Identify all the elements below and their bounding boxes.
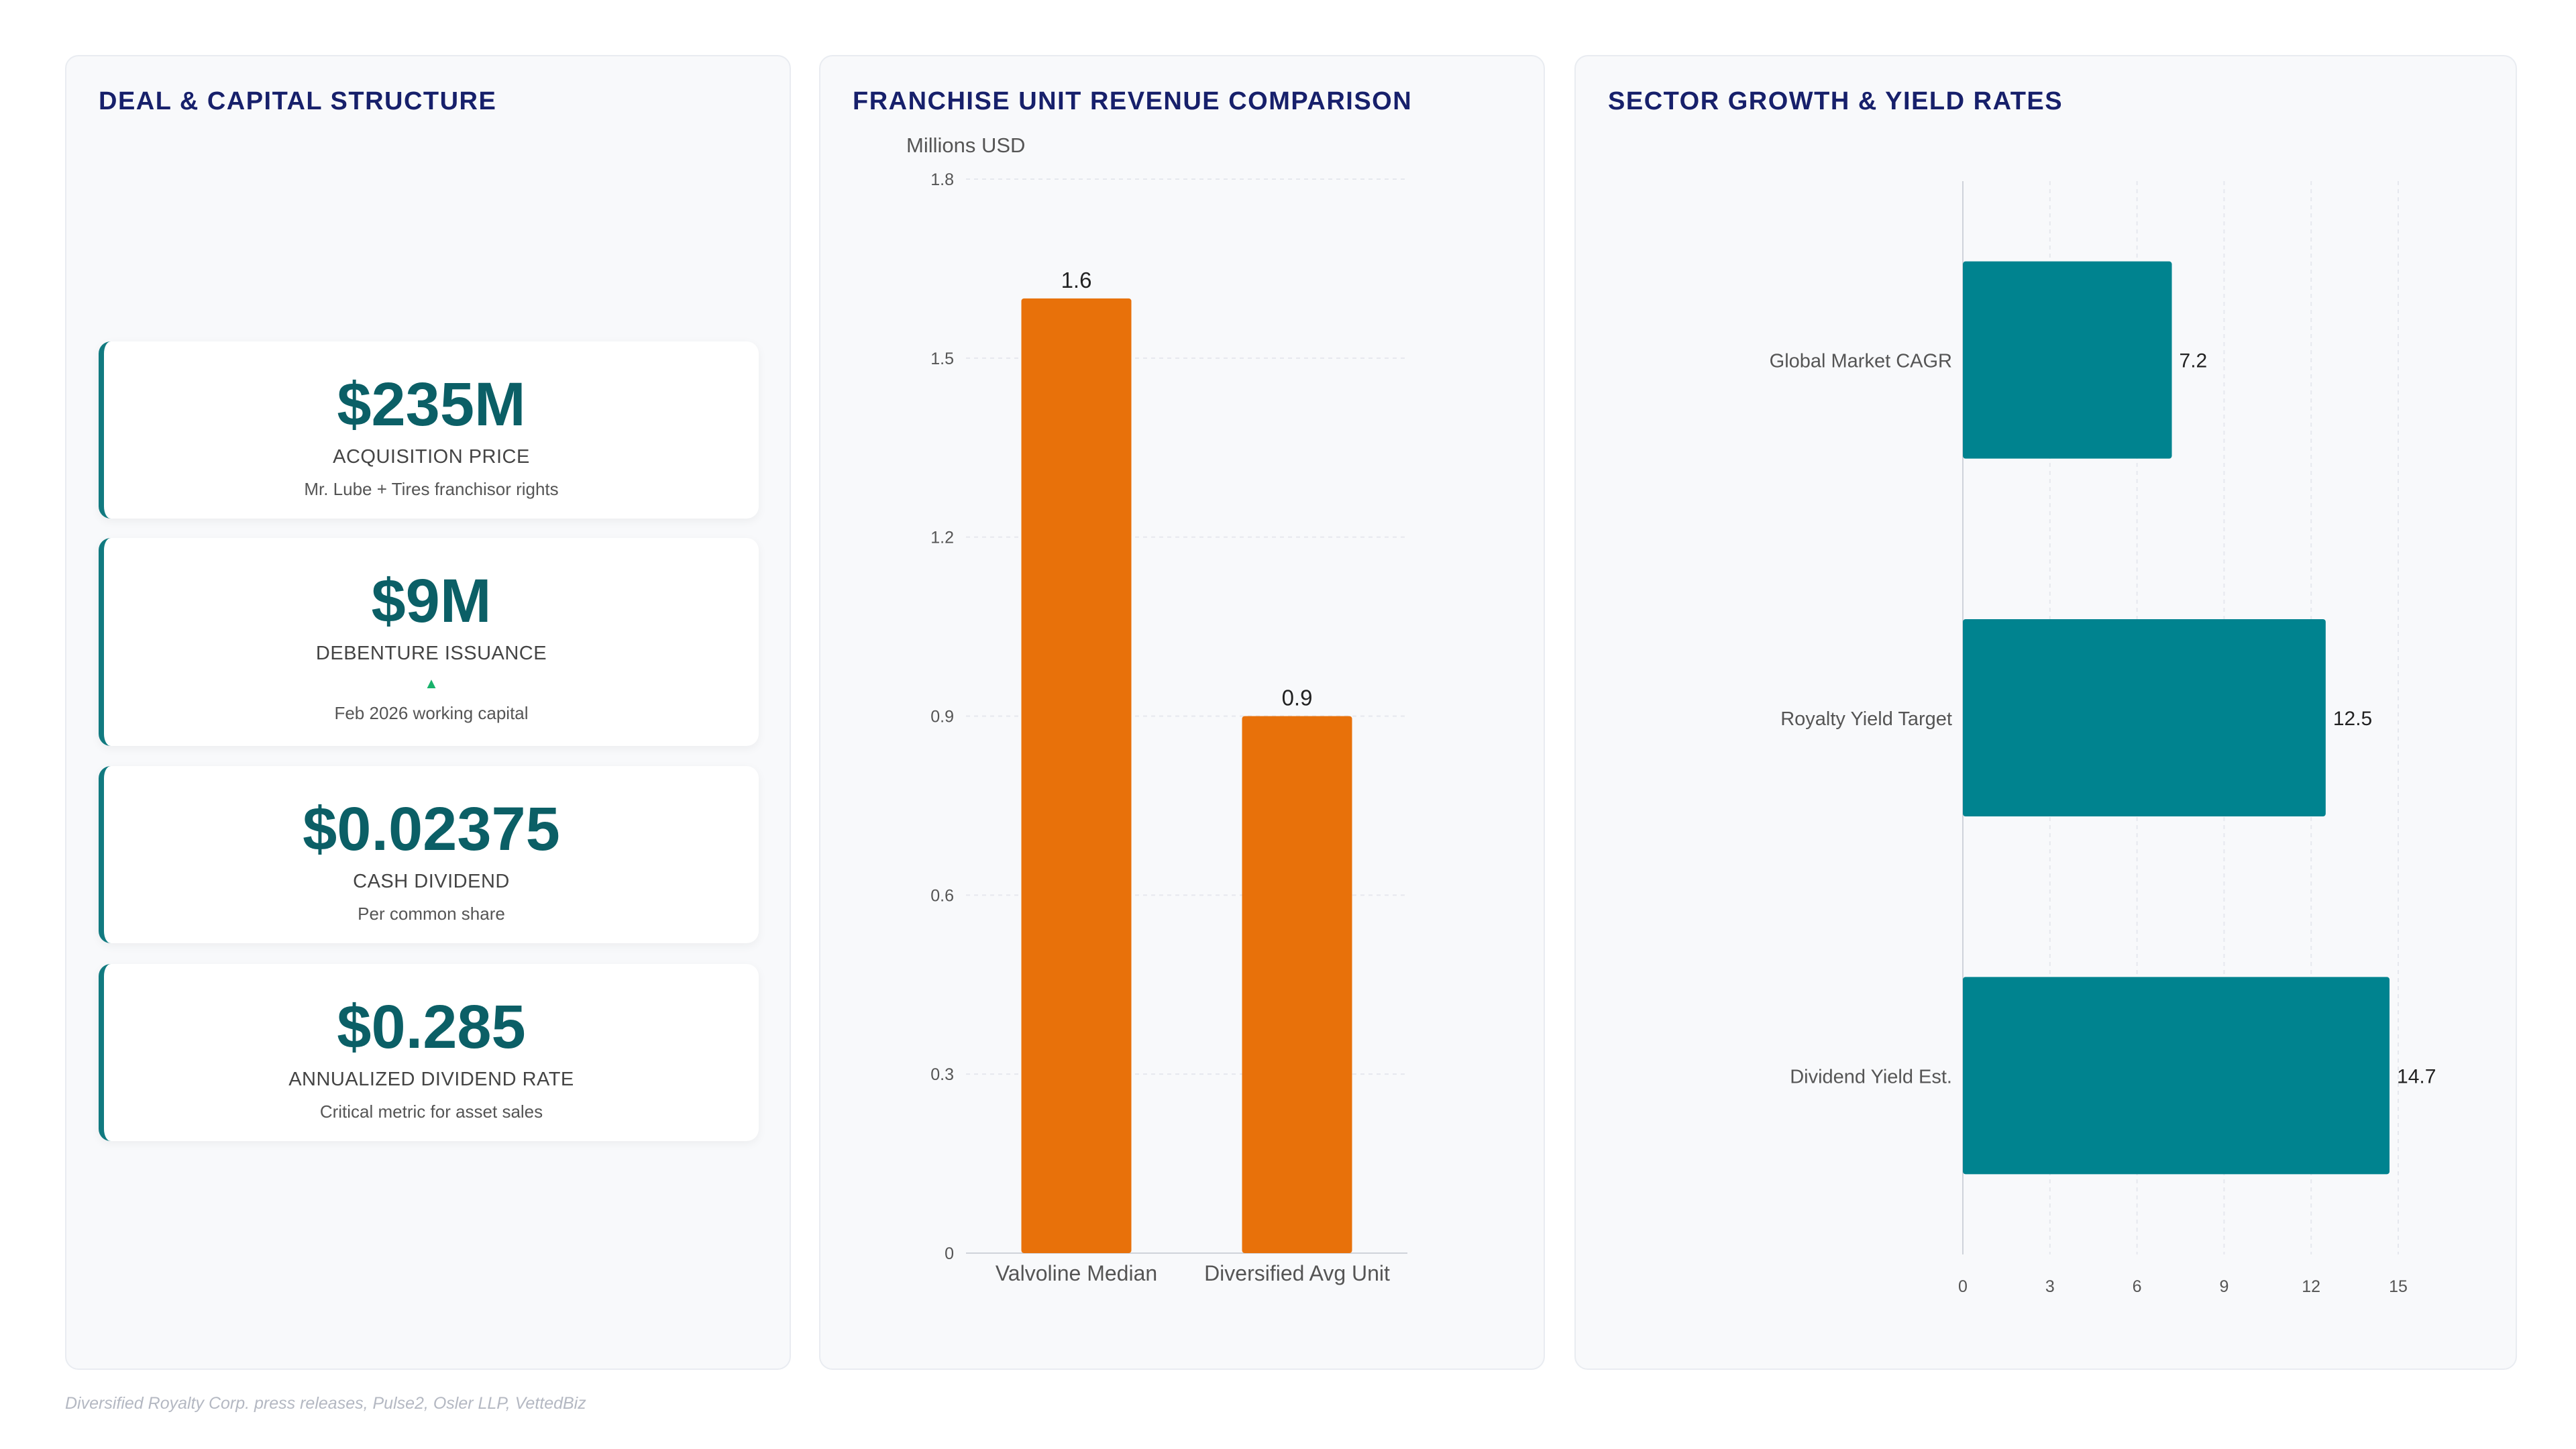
x-tick-label: 3 bbox=[2045, 1277, 2055, 1296]
x-tick-label: Diversified Avg Unit bbox=[1204, 1261, 1390, 1285]
bar bbox=[1242, 716, 1352, 1253]
kpi-value: $0.02375 bbox=[303, 795, 560, 863]
x-tick-label: 6 bbox=[2133, 1277, 2142, 1296]
panel-title: DEAL & CAPITAL STRUCTURE bbox=[99, 87, 497, 115]
bar-value-label: 12.5 bbox=[2333, 708, 2372, 730]
x-tick-label: Valvoline Median bbox=[996, 1261, 1157, 1285]
y-axis-label: Millions USD bbox=[906, 133, 1025, 157]
revenue-bar-chart: Millions USD 0 0.3 0.6 0.9 1.2 1.5 1.8 1.6 Valvo… bbox=[906, 133, 1407, 1285]
kpi-subtext: Feb 2026 working capital bbox=[334, 703, 529, 723]
chart-title: SECTOR GROWTH & YIELD RATES bbox=[1608, 87, 2063, 115]
y-tick-label: Dividend Yield Est. bbox=[1790, 1066, 1952, 1087]
kpi-card-cash-dividend: $0.02375 CASH DIVIDEND Per common share bbox=[99, 766, 759, 943]
y-tick-label: 1.5 bbox=[930, 350, 954, 368]
x-tick-label: 15 bbox=[2389, 1277, 2408, 1296]
trend-up-icon: ▲ bbox=[424, 675, 439, 692]
yield-rates-bar-chart: 0 3 6 9 12 15 7.2 Global Market CAGR 12.5 Royalty… bbox=[1770, 181, 2436, 1296]
kpi-label: ACQUISITION PRICE bbox=[333, 446, 530, 468]
kpi-subtext: Mr. Lube + Tires franchisor rights bbox=[304, 479, 559, 499]
x-tick-label: 0 bbox=[1958, 1277, 1968, 1296]
bar bbox=[1963, 261, 2172, 459]
x-tick-label: 9 bbox=[2219, 1277, 2229, 1296]
y-tick-label: 1.8 bbox=[930, 170, 954, 189]
y-tick-label: Royalty Yield Target bbox=[1780, 708, 1952, 730]
bar bbox=[1021, 298, 1132, 1253]
bar bbox=[1963, 977, 2390, 1175]
source-note: Diversified Royalty Corp. press releases… bbox=[65, 1394, 586, 1413]
y-tick-label: 1.2 bbox=[930, 529, 954, 547]
kpi-value: $235M bbox=[337, 370, 526, 439]
y-tick-label: 0 bbox=[945, 1244, 954, 1263]
bar bbox=[1963, 619, 2326, 816]
kpi-card-annualized-dividend-rate: $0.285 ANNUALIZED DIVIDEND RATE Critical… bbox=[99, 964, 759, 1141]
kpi-value: $9M bbox=[371, 567, 492, 635]
kpi-label: DEBENTURE ISSUANCE bbox=[315, 643, 547, 664]
kpi-label: ANNUALIZED DIVIDEND RATE bbox=[288, 1069, 574, 1090]
kpi-label: CASH DIVIDEND bbox=[353, 871, 510, 892]
bar-value-label: 7.2 bbox=[2180, 350, 2208, 372]
kpi-value: $0.285 bbox=[337, 993, 526, 1061]
kpi-card-debenture-issuance: $9M DEBENTURE ISSUANCE ▲ Feb 2026 workin… bbox=[99, 538, 759, 746]
y-tick-label: Global Market CAGR bbox=[1770, 351, 1952, 372]
x-tick-label: 12 bbox=[2302, 1277, 2320, 1296]
kpi-subtext: Critical metric for asset sales bbox=[319, 1102, 543, 1122]
bar-value-label: 14.7 bbox=[2397, 1065, 2436, 1087]
kpi-card-acquisition-price: $235M ACQUISITION PRICE Mr. Lube + Tires… bbox=[99, 341, 759, 519]
deal-capital-panel: DEAL & CAPITAL STRUCTURE $235M ACQUISITI… bbox=[65, 55, 791, 1370]
y-tick-label: 0.6 bbox=[930, 886, 954, 905]
kpi-subtext: Per common share bbox=[358, 904, 505, 924]
bar-value-label: 1.6 bbox=[1061, 268, 1092, 292]
y-tick-label: 0.3 bbox=[930, 1065, 954, 1084]
y-tick-label: 0.9 bbox=[930, 708, 954, 727]
sector-growth-panel: SECTOR GROWTH & YIELD RATES 0 3 6 9 12 15 7.2 G… bbox=[1574, 55, 2517, 1370]
bar-value-label: 0.9 bbox=[1282, 686, 1313, 710]
chart-title: FRANCHISE UNIT REVENUE COMPARISON bbox=[853, 87, 1413, 115]
revenue-comparison-panel: FRANCHISE UNIT REVENUE COMPARISON Millio… bbox=[819, 55, 1545, 1370]
